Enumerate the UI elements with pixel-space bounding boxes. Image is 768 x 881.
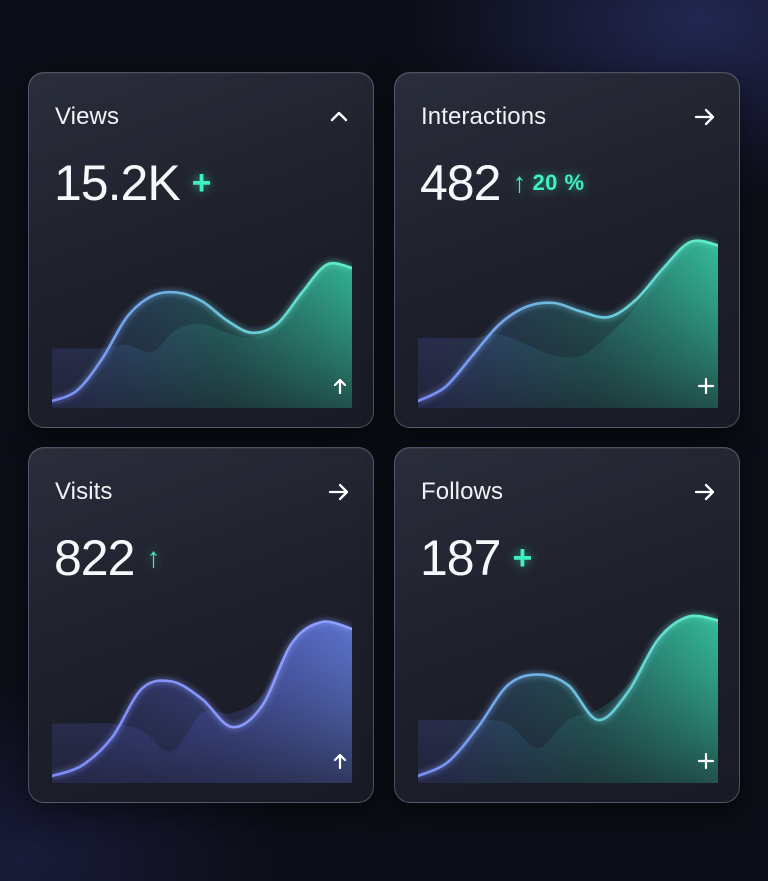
area-chart [418, 238, 718, 408]
visits-card[interactable]: Visits 822 ↑ [28, 447, 374, 803]
metric-value: 15.2K [54, 155, 181, 211]
series-front-area [52, 263, 352, 408]
trend-indicator: ↑ 20 % [512, 166, 584, 200]
metric-row: 187 + [420, 530, 538, 586]
metric-value: 482 [420, 155, 501, 211]
trend-indicator: + [512, 541, 538, 575]
arrow-up-icon[interactable] [331, 752, 349, 770]
metric-row: 15.2K + [54, 155, 218, 211]
chevron-up-icon[interactable] [327, 105, 351, 129]
trend-indicator: ↑ [146, 541, 166, 575]
plus-icon[interactable] [697, 377, 715, 395]
metric-row: 482 ↑ 20 % [420, 155, 585, 211]
metric-value: 822 [54, 530, 135, 586]
arrow-right-icon[interactable] [693, 480, 717, 504]
area-chart [52, 619, 352, 783]
metric-row: 822 ↑ [54, 530, 166, 586]
card-title: Visits [55, 478, 113, 505]
arrow-right-icon[interactable] [327, 480, 351, 504]
series-front-area [418, 615, 718, 783]
interactions-card[interactable]: Interactions 482 ↑ 20 % [394, 72, 740, 428]
follows-card[interactable]: Follows 187 + [394, 447, 740, 803]
card-title: Follows [421, 478, 504, 505]
card-title: Views [55, 103, 120, 130]
trend-indicator: + [192, 166, 218, 200]
trend-percent: 20 % [532, 170, 585, 195]
series-line [52, 620, 352, 778]
metric-value: 187 [420, 530, 501, 586]
views-card[interactable]: Views 15.2K + [28, 72, 374, 428]
series-line [52, 261, 352, 403]
plus-icon: + [512, 539, 533, 577]
arrow-up-icon[interactable] [331, 377, 349, 395]
series-line [418, 614, 718, 778]
arrow-up-icon: ↑ [512, 167, 527, 198]
area-chart [52, 260, 352, 408]
card-title: Interactions [421, 103, 547, 130]
plus-icon: + [191, 164, 212, 202]
series-line [418, 239, 718, 403]
series-front-area [52, 621, 352, 783]
series-front-area [418, 240, 718, 408]
area-chart [418, 613, 718, 783]
arrow-up-icon: ↑ [146, 542, 161, 573]
plus-icon[interactable] [697, 752, 715, 770]
arrow-right-icon[interactable] [693, 105, 717, 129]
